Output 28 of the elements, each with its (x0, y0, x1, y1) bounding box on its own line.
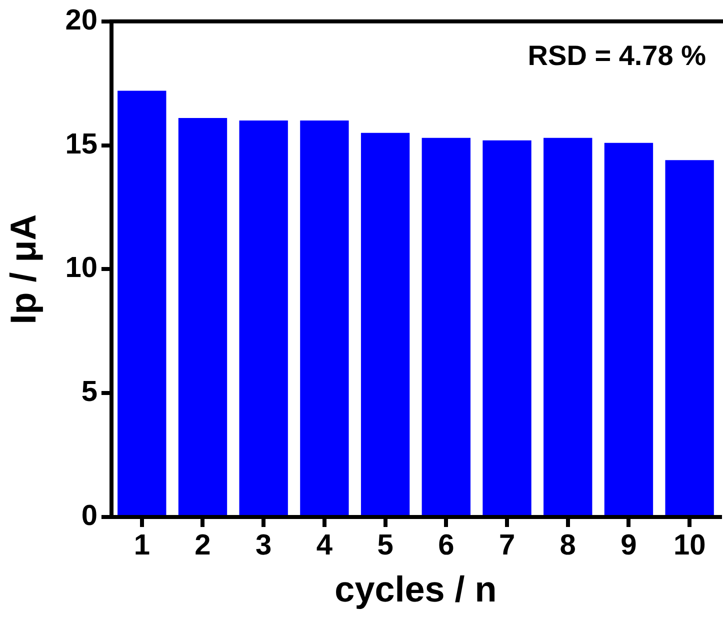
bar (360, 132, 410, 515)
bar (239, 120, 288, 515)
y-tick-label: 0 (81, 500, 98, 532)
bar (300, 120, 349, 515)
x-tick-label: 8 (560, 529, 576, 562)
y-tick-label: 15 (65, 128, 98, 160)
x-tick-label: 5 (377, 529, 394, 562)
x-tick-label: 3 (256, 529, 272, 562)
y-tick-label: 10 (65, 252, 98, 284)
x-tick-label: 9 (620, 529, 637, 562)
annotation: RSD = 4.78 % (528, 40, 706, 72)
bar (665, 160, 714, 515)
bar (544, 138, 592, 515)
bar (482, 140, 532, 515)
x-axis-title: cycles / n (334, 568, 497, 610)
bar (118, 90, 166, 515)
bar (604, 142, 654, 515)
x-tick-label: 6 (438, 529, 454, 562)
bar (422, 138, 470, 515)
x-tick-label: 7 (498, 529, 516, 562)
bar (178, 118, 228, 515)
y-axis-title: Ip / μA (2, 214, 44, 324)
x-tick-label: 4 (316, 529, 333, 562)
x-tick-label: 2 (194, 529, 211, 562)
y-tick-label: 20 (65, 4, 98, 36)
x-tick-label: 10 (673, 529, 706, 562)
y-tick-label: 5 (81, 376, 98, 408)
x-tick-label: 1 (134, 529, 150, 562)
